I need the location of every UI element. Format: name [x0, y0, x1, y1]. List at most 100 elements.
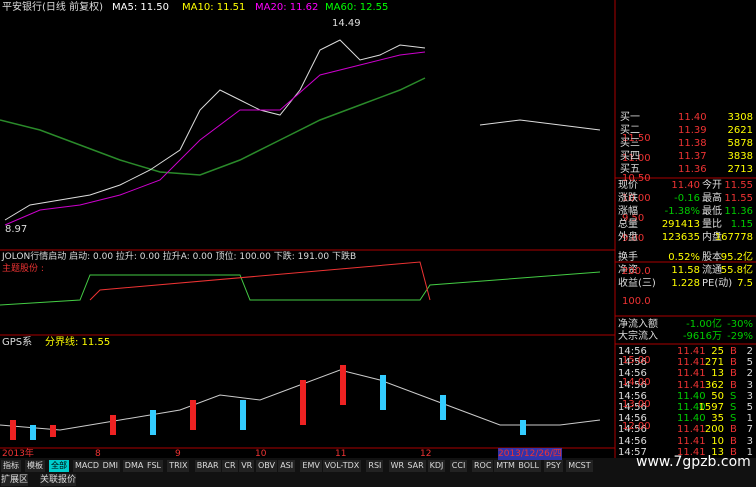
intraday-line: [479, 119, 601, 131]
indicator-tab[interactable]: PSY: [544, 460, 563, 472]
quote-value: 11.55: [724, 193, 753, 204]
book-label: 买四: [620, 151, 640, 162]
axis-label: 100.0: [622, 296, 651, 307]
tick-volume: 200: [704, 424, 724, 436]
axis-label: 12.00: [622, 421, 651, 432]
ma-label: MA60: 12.55: [325, 2, 389, 13]
book-label: 买一: [620, 112, 640, 123]
date-label: 2013/12/26/四: [498, 448, 562, 460]
tick-price: 11.40: [677, 413, 706, 425]
gps-bars: [10, 365, 346, 440]
indicator-tab[interactable]: VOL-TDX: [322, 460, 362, 472]
finance-value: 7.5: [737, 278, 753, 289]
tick-price: 11.41: [677, 379, 706, 391]
indicator-tab[interactable]: KDJ: [427, 460, 446, 472]
axis-label: 11.00: [622, 153, 651, 164]
indicator-tab[interactable]: FSL: [145, 460, 163, 472]
quote-value: 123635: [661, 232, 700, 243]
quote-value: -0.16: [674, 193, 700, 204]
bottom-tab[interactable]: 扩展区: [1, 474, 29, 486]
tick-volume: 35: [711, 413, 724, 425]
chart-bg: [0, 0, 615, 458]
axis-label: 10.00: [622, 193, 651, 204]
finance-label: 净资: [618, 265, 638, 276]
indicator-tab[interactable]: BOLL: [516, 460, 541, 472]
tick-time: 14:56: [618, 346, 647, 357]
book-volume: 2713: [727, 164, 753, 175]
indicator-tab[interactable]: ASI: [278, 460, 296, 472]
quote-label: 今开: [702, 180, 722, 191]
indicator-tab[interactable]: SAR: [405, 460, 426, 472]
finance-label: 收益(三): [618, 278, 656, 289]
book-label: 买二: [620, 125, 640, 136]
indicator-tab[interactable]: BRAR: [194, 460, 221, 472]
high-annotation: 14.49: [332, 18, 361, 29]
low-annotation: 8.97: [5, 224, 28, 235]
ma-label: MA10: 11.51: [182, 2, 246, 13]
indicator-tab[interactable]: WR: [388, 460, 407, 472]
tick-volume: 1597: [698, 402, 724, 413]
tick-side: B: [730, 446, 737, 458]
gps-line: [0, 369, 601, 431]
tick-count: 5: [746, 357, 753, 369]
axis-label: 15.00: [622, 355, 651, 366]
indicator-tab[interactable]: EMV: [300, 460, 322, 472]
gps-line-label: 分界线: 11.55: [45, 337, 111, 348]
indicator-tab[interactable]: CR: [222, 460, 238, 472]
indicator-tab[interactable]: 指标: [1, 460, 21, 472]
indicator-tab[interactable]: OBV: [256, 460, 278, 472]
indicator-tab[interactable]: MCST: [566, 460, 593, 472]
tick-volume: 13: [711, 368, 724, 380]
axis-label: 9.50: [622, 213, 645, 224]
book-price: 11.37: [678, 151, 707, 162]
book-price: 11.39: [678, 125, 707, 136]
tick-count: 1: [746, 446, 753, 458]
book-price: 11.38: [678, 138, 707, 149]
indicator-line: [0, 271, 601, 306]
indicator-tab[interactable]: ROC: [472, 460, 494, 472]
date-label: 2013年: [2, 449, 34, 459]
indicator-tab[interactable]: DMI: [100, 460, 121, 472]
tick-time: 14:56: [618, 379, 647, 391]
tick-side: B: [730, 435, 737, 447]
indicator-tab[interactable]: TRIX: [167, 460, 190, 472]
tick-count: 2: [746, 346, 753, 357]
indicator-tab[interactable]: 全部: [49, 460, 69, 472]
axis-label: 11.50: [622, 133, 651, 144]
indicator-tab[interactable]: MTM: [494, 460, 517, 472]
quote-value: 11.36: [724, 206, 753, 217]
tick-time: 14:56: [618, 390, 647, 402]
axis-label: 9.00: [622, 233, 645, 244]
indicator-tab[interactable]: 模板: [25, 460, 45, 472]
quote-value: 11.40: [671, 180, 700, 191]
finance-value: 1.228: [671, 278, 700, 289]
tick-price: 11.40: [677, 390, 706, 402]
flow-label: 大宗流入: [618, 331, 658, 342]
indicator-tab[interactable]: CCI: [449, 460, 468, 472]
finance-label: 股本: [702, 252, 722, 263]
quote-label: 最低: [702, 206, 722, 217]
tick-side: B: [730, 379, 737, 391]
tick-count: 7: [746, 424, 753, 436]
indicator-tab[interactable]: RSI: [366, 460, 384, 472]
stock-title: 平安银行(日线 前复权): [2, 2, 103, 13]
tick-time: 14:56: [618, 368, 647, 380]
tick-side: B: [730, 368, 737, 380]
indicator-tab[interactable]: DMA: [122, 460, 146, 472]
tick-side: B: [730, 424, 737, 436]
finance-label: 换手: [618, 252, 638, 263]
finance-value: 55.8亿: [720, 265, 753, 276]
quote-value: -1.38%: [664, 206, 700, 217]
book-label: 买三: [620, 138, 640, 149]
tick-volume: 271: [704, 357, 724, 369]
bottom-tab[interactable]: 关联报价: [40, 474, 77, 486]
indicator-tab[interactable]: MACD: [73, 460, 101, 472]
tick-side: S: [730, 413, 737, 425]
finance-value: 0.52%: [668, 252, 700, 263]
finance-value: 11.58: [671, 265, 700, 276]
tick-time: 14:57: [618, 446, 647, 458]
book-label: 买五: [620, 164, 640, 175]
quote-label: 总量: [618, 219, 638, 230]
indicator-tab[interactable]: VR: [239, 460, 255, 472]
